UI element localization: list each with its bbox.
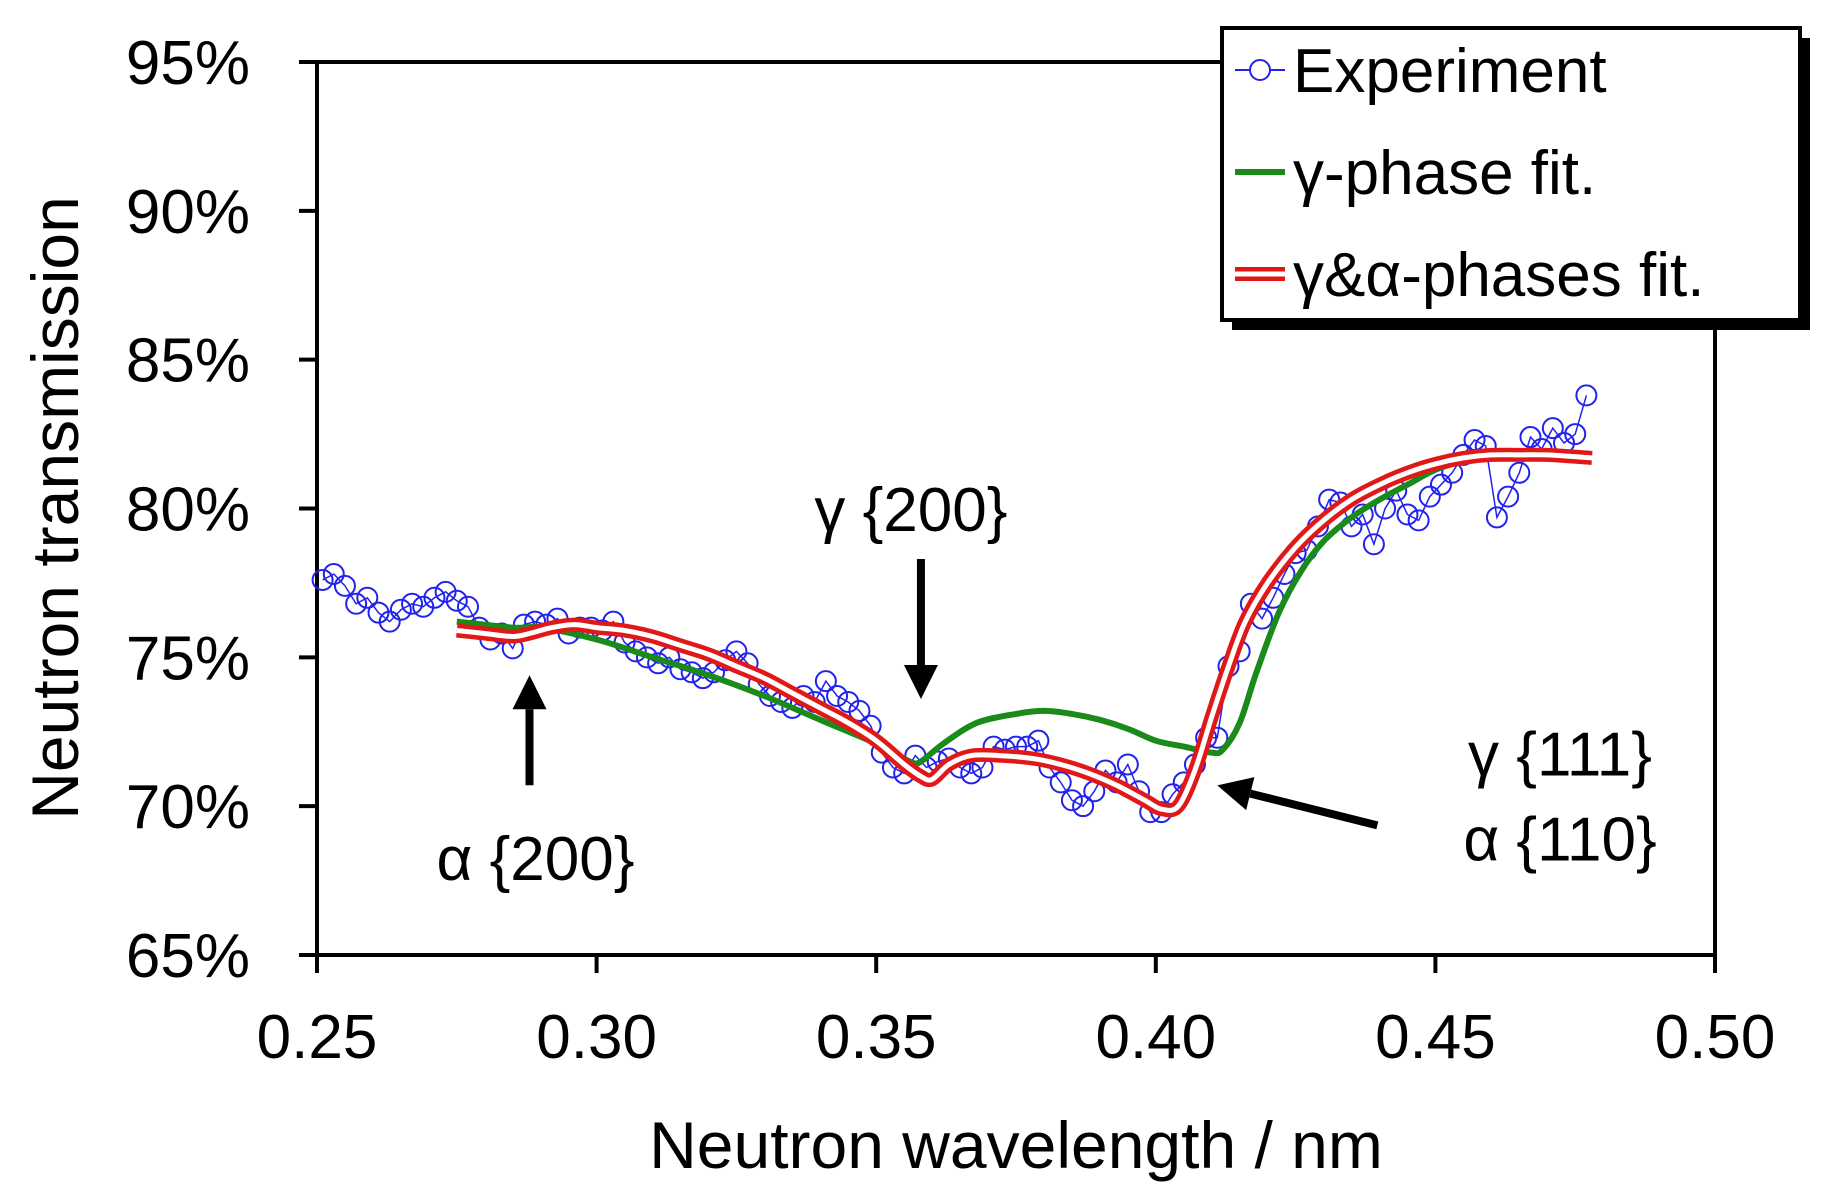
experiment-point bbox=[322, 562, 345, 585]
experiment-point bbox=[311, 568, 334, 591]
y-tick-label: 65% bbox=[126, 922, 250, 991]
annotation-gamma-111-alpha-110: α {110} bbox=[1463, 805, 1656, 874]
arrow-head bbox=[512, 675, 547, 710]
legend-marker-experiment bbox=[1249, 59, 1271, 81]
experiment-point bbox=[445, 589, 468, 612]
experiment-point bbox=[1407, 509, 1430, 532]
experiment-point bbox=[1362, 533, 1385, 556]
experiment-point bbox=[1497, 485, 1520, 508]
experiment-point bbox=[1508, 461, 1531, 484]
experiment-point bbox=[434, 580, 457, 603]
experiment-point bbox=[837, 690, 860, 713]
experiment-point bbox=[356, 586, 379, 609]
x-tick-label: 0.45 bbox=[1375, 1003, 1496, 1072]
experiment-point bbox=[1429, 473, 1452, 496]
experiment-point bbox=[1027, 729, 1050, 752]
experiment-point bbox=[412, 595, 435, 618]
experiment-point bbox=[378, 610, 401, 633]
experiment-point bbox=[367, 601, 390, 624]
legend: Experiment γ-phase fit. γ&α-phases fit. bbox=[1220, 26, 1810, 330]
experiment-point bbox=[960, 762, 983, 785]
experiment-point bbox=[1116, 753, 1139, 776]
legend-label: Experiment bbox=[1293, 37, 1607, 106]
annotation-alpha-200: α {200} bbox=[437, 825, 635, 894]
experiment-point bbox=[389, 598, 412, 621]
annotation-gamma-200: γ {200} bbox=[814, 476, 1007, 545]
experiment-point bbox=[1396, 503, 1419, 526]
x-tick-label: 0.50 bbox=[1655, 1003, 1776, 1072]
experiment-point bbox=[1541, 417, 1564, 440]
x-axis-ticks: 0.25 0.30 0.35 0.40 0.45 0.50 bbox=[257, 955, 1776, 1072]
legend-label: γ&α-phases fit. bbox=[1293, 241, 1704, 310]
arrow-shaft bbox=[1249, 789, 1379, 830]
gamma-alpha-fit-line-inner bbox=[456, 452, 1593, 813]
y-tick-label: 90% bbox=[126, 178, 250, 247]
experiment-point bbox=[333, 574, 356, 597]
experiment-point bbox=[1060, 789, 1083, 812]
y-tick-label: 95% bbox=[126, 29, 250, 98]
gamma-fit-line bbox=[456, 448, 1593, 767]
experiment-point bbox=[423, 586, 446, 609]
y-tick-label: 75% bbox=[126, 624, 250, 693]
experiment-point bbox=[345, 592, 368, 615]
experiment-point bbox=[1564, 423, 1587, 446]
x-tick-label: 0.35 bbox=[816, 1003, 937, 1072]
experiment-point bbox=[1072, 795, 1095, 818]
y-tick-label: 85% bbox=[126, 327, 250, 396]
experiment-point bbox=[814, 670, 837, 693]
y-axis-ticks: 65% 70% 75% 80% 85% 90% 95% bbox=[126, 29, 317, 991]
annotation-gamma-111-alpha-110: γ {111} bbox=[1468, 720, 1652, 789]
arrow-head bbox=[903, 665, 938, 700]
x-axis-title: Neutron wavelength / nm bbox=[649, 1108, 1383, 1182]
y-tick-label: 70% bbox=[126, 773, 250, 842]
experiment-point bbox=[401, 592, 424, 615]
y-tick-label: 80% bbox=[126, 476, 250, 545]
legend-label: γ-phase fit. bbox=[1293, 139, 1596, 208]
experiment-point bbox=[1418, 485, 1441, 508]
x-tick-label: 0.30 bbox=[536, 1003, 657, 1072]
arrow-head bbox=[1217, 777, 1255, 811]
experiment-point bbox=[1485, 506, 1508, 529]
experiment-point bbox=[456, 595, 479, 618]
experiment-point bbox=[826, 685, 849, 708]
series-layer bbox=[311, 384, 1598, 824]
experiment-point bbox=[1049, 771, 1072, 794]
annotations: α {200} γ {200} γ {111} α {110} bbox=[437, 476, 1657, 894]
experiment-point bbox=[848, 699, 871, 722]
experiment-point bbox=[1519, 426, 1542, 449]
experiment-point bbox=[1575, 384, 1598, 407]
x-tick-label: 0.25 bbox=[257, 1003, 378, 1072]
y-axis-title: Neutron transmission bbox=[18, 196, 92, 820]
legend-box bbox=[1220, 26, 1802, 322]
x-tick-label: 0.40 bbox=[1095, 1003, 1216, 1072]
